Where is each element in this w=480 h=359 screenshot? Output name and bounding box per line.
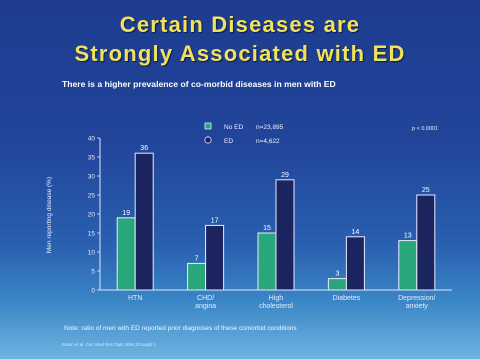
footnote: Note: ratio of men with ED reported prio… xyxy=(64,325,297,332)
legend-label-ed: ED xyxy=(224,138,233,145)
x-tick-label: HTN xyxy=(128,295,142,302)
bar-value-label: 3 xyxy=(335,271,339,278)
y-tick-label: 35 xyxy=(88,154,96,161)
y-tick-label: 10 xyxy=(88,249,96,256)
x-tick-label: CHD/angina xyxy=(195,295,216,310)
legend-label-no-ed: No ED xyxy=(224,124,243,131)
y-tick-label: 25 xyxy=(88,192,96,199)
y-axis-label: Men reporting disease (%) xyxy=(46,177,53,253)
bar-ed xyxy=(346,237,364,290)
y-tick-label: 30 xyxy=(88,173,96,180)
y-tick-label: 40 xyxy=(88,135,96,142)
legend-swatch-no-ed xyxy=(205,123,211,129)
bar-no-ed xyxy=(328,279,346,290)
bar-value-label: 13 xyxy=(404,233,412,240)
bar-value-label: 14 xyxy=(352,229,360,236)
bar-value-label: 36 xyxy=(140,145,148,152)
bar-ed xyxy=(417,195,435,290)
bar-no-ed xyxy=(188,263,206,290)
bar-value-label: 17 xyxy=(211,217,219,224)
x-tick-label: High cholesterol xyxy=(259,295,293,310)
bar-no-ed xyxy=(117,218,135,290)
bar-no-ed xyxy=(399,241,417,290)
x-tick-label: Depression/anxiety xyxy=(398,295,435,310)
p-value-label: p < 0.0001 xyxy=(412,126,438,132)
legend-n-ed: n=4,622 xyxy=(256,138,280,145)
legend-swatch-ed xyxy=(205,137,211,143)
bar-ed xyxy=(276,180,294,290)
x-tick-label: Diabetes xyxy=(333,295,361,302)
bar-value-label: 29 xyxy=(281,172,289,179)
bar-value-label: 25 xyxy=(422,187,430,194)
y-tick-label: 20 xyxy=(88,211,96,218)
bar-ed xyxy=(135,153,153,290)
legend-n-no-ed: n=23,895 xyxy=(256,124,284,131)
chart-legend: No ED n=23,895 ED n=4,622 xyxy=(205,123,284,145)
bar-value-label: 15 xyxy=(263,225,271,232)
bar-ed xyxy=(206,225,224,290)
chart-bars xyxy=(117,153,435,290)
bar-value-label: 19 xyxy=(122,210,130,217)
source-citation: Braun et al. Curr Med Res Opin 2004;20:s… xyxy=(62,342,156,347)
y-tick-label: 0 xyxy=(91,287,95,294)
bar-no-ed xyxy=(258,233,276,290)
y-tick-label: 5 xyxy=(91,268,95,275)
bar-value-label: 7 xyxy=(195,255,199,262)
y-tick-label: 15 xyxy=(88,230,96,237)
